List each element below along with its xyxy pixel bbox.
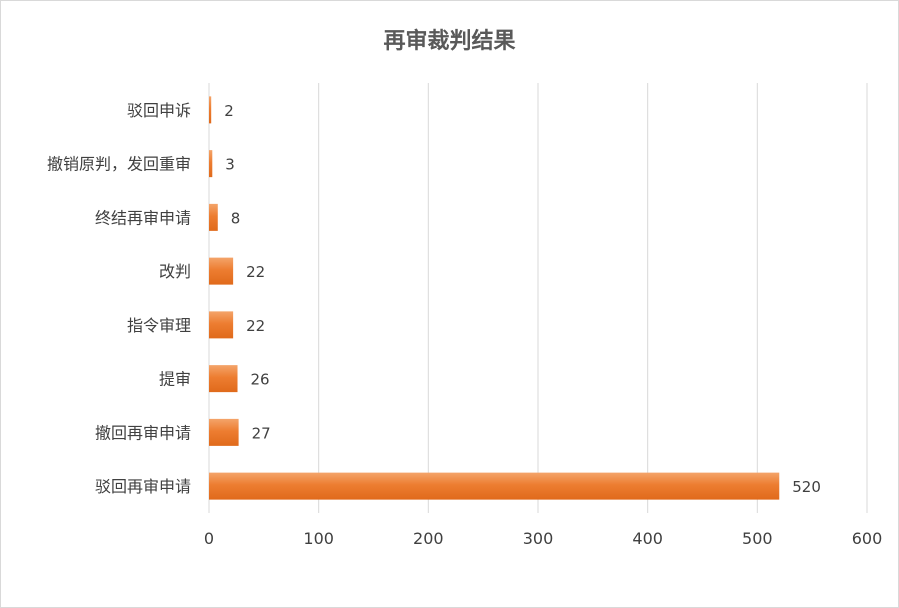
data-label: 26 [251, 371, 270, 389]
x-tick-label: 100 [303, 529, 334, 548]
bar [209, 150, 213, 178]
x-tick-label: 200 [413, 529, 444, 548]
data-label: 3 [225, 156, 235, 174]
x-tick-label: 400 [632, 529, 663, 548]
category-label: 改判 [159, 262, 191, 281]
x-tick-label: 500 [742, 529, 773, 548]
x-axis-tick-labels: 0 100 200 300 400 500 600 [204, 529, 882, 548]
data-labels: 2 3 8 22 22 26 27 520 [224, 102, 821, 496]
gridlines [208, 83, 868, 513]
bar [209, 203, 218, 231]
data-label: 2 [224, 102, 234, 120]
chart-title: 再审裁判结果 [383, 29, 516, 54]
x-tick-label: 600 [852, 529, 883, 548]
category-label: 驳回申诉 [127, 101, 191, 120]
bar [209, 311, 234, 339]
data-label: 22 [246, 317, 265, 335]
data-label: 22 [246, 263, 265, 281]
category-label: 提审 [159, 370, 191, 389]
category-label: 终结再审申请 [95, 208, 191, 227]
data-label: 27 [252, 424, 271, 442]
bar [209, 96, 212, 124]
bar [209, 418, 239, 446]
bar [209, 365, 238, 393]
x-tick-label: 0 [204, 529, 214, 548]
bar [209, 472, 780, 500]
data-label: 8 [231, 209, 241, 227]
bars [209, 96, 780, 500]
category-label: 指令审理 [127, 316, 191, 335]
bar [209, 257, 234, 285]
category-label: 撤销原判，发回重审 [47, 155, 191, 174]
x-tick-label: 300 [523, 529, 554, 548]
data-label: 520 [792, 478, 821, 496]
category-label: 撤回再审申请 [95, 423, 191, 442]
category-label: 驳回再审申请 [95, 477, 191, 496]
